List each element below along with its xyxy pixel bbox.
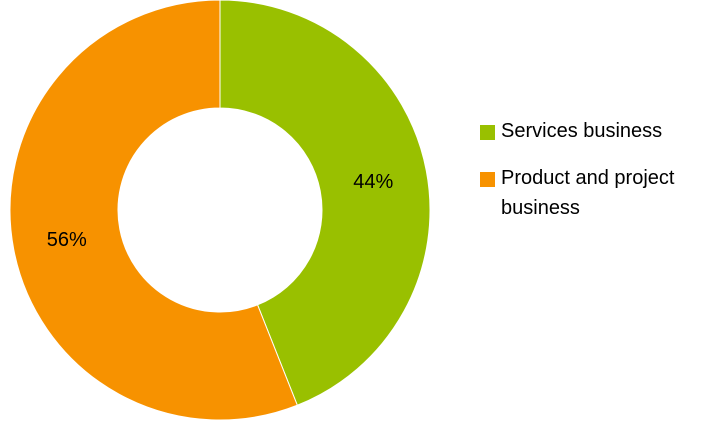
legend-swatch-product-project (480, 172, 495, 187)
donut-slices (9, 0, 431, 421)
legend-label-services: Services business (501, 120, 663, 142)
legend-swatch-services (480, 125, 495, 140)
legend-label-product-project: Product and project business (501, 167, 675, 219)
slice-label-product-project: 56% (47, 229, 87, 251)
slice-label-services: 44% (353, 171, 393, 193)
slice-labels: 44% 56% (47, 171, 394, 251)
donut-slice-product-project (9, 0, 298, 421)
legend-item-services: Services business (480, 116, 710, 146)
legend: Services business Product and project bu… (480, 116, 710, 240)
donut-slice-services (219, 0, 431, 406)
legend-item-product-project: Product and project business (480, 163, 710, 223)
